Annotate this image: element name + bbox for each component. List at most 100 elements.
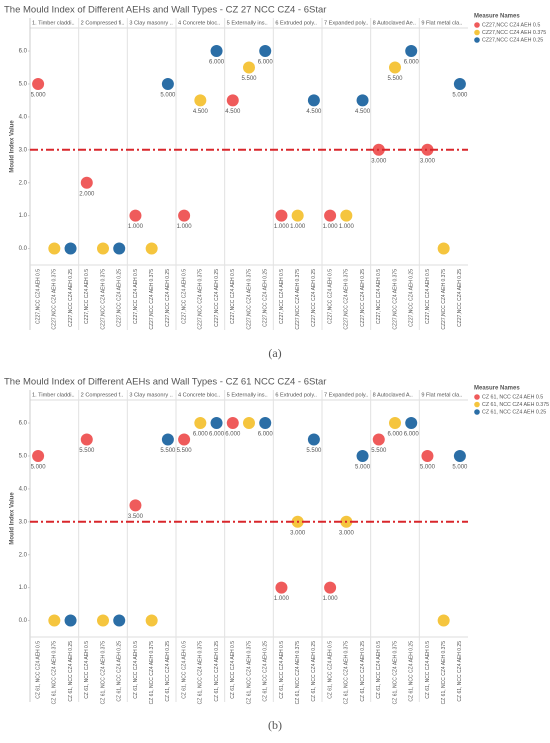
value-label: 4.500 (306, 109, 322, 115)
y-tick-label: 0.0 (19, 618, 28, 624)
value-label: 1.000 (323, 224, 339, 230)
x-tick-label: CZ 61, NCC CZ4 AEH 0.25 (165, 641, 171, 702)
x-tick-label: CZ 61, NCC CZ4 AEH 0.375 (52, 641, 58, 705)
dot (129, 499, 142, 512)
x-tick-label: CZ27,NCC CZ4 AEH 0.25 (457, 269, 463, 327)
y-tick-label: 6.0 (19, 49, 28, 55)
value-label: 6.000 (387, 432, 403, 438)
dot (226, 417, 239, 430)
x-tick-label: CZ27,NCC CZ4 AEH 0.25 (214, 269, 220, 327)
panel-header: 3 Clay masonry .. (129, 20, 173, 26)
dot (113, 242, 126, 255)
dot (226, 94, 239, 107)
y-tick-label: 1.0 (19, 213, 28, 219)
x-tick-label: CZ 61, NCC CZ4 AEH 0.25 (214, 641, 220, 702)
x-tick-label: CZ27,NCC CZ4 AEH 0.25 (117, 269, 123, 327)
x-tick-label: CZ27,NCC CZ4 AEH 0.5 (425, 269, 431, 324)
dot (259, 45, 272, 58)
x-tick-label: CZ 61, NCC CZ4 AEH 0.375 (198, 641, 204, 705)
dot (356, 94, 369, 107)
x-tick-label: CZ 61, NCC CZ4 AEH 0.25 (360, 641, 366, 702)
legend-swatch (474, 409, 480, 415)
dot (389, 417, 401, 430)
dot (453, 77, 466, 90)
x-tick-label: CZ 61, NCC CZ4 AEH 0.25 (117, 641, 123, 702)
x-tick-label: CZ 61, NCC CZ4 AEH 0.5 (133, 641, 139, 699)
dot (243, 417, 255, 430)
x-tick-label: CZ 61, NCC CZ4 AEH 0.375 (392, 641, 398, 705)
legend-swatch (474, 394, 480, 400)
legend-swatch (474, 22, 480, 28)
value-label: 5.000 (452, 465, 468, 471)
x-tick-label: CZ27,NCC CZ4 AEH 0.25 (263, 269, 269, 327)
value-label: 5.000 (452, 93, 468, 99)
x-tick-label: CZ 61, NCC CZ4 AEH 0.375 (295, 641, 301, 705)
dot (145, 614, 158, 627)
x-tick-label: CZ27,NCC CZ4 AEH 0.25 (360, 269, 366, 327)
dot (80, 433, 93, 446)
dot (210, 45, 223, 58)
panel-header: 2 Compressed fi.. (81, 20, 125, 26)
dot (129, 209, 142, 222)
x-tick-label: CZ 61, NCC CZ4 AEH 0.25 (311, 641, 317, 702)
legend-label: CZ 61, NCC CZ4 AEH 0.5 (482, 394, 543, 400)
y-tick-label: 5.0 (19, 454, 28, 460)
value-label: 6.000 (209, 432, 225, 438)
x-tick-label: CZ 61, NCC CZ4 AEH 0.25 (457, 641, 463, 702)
dot (178, 209, 191, 222)
x-tick-label: CZ27,NCC CZ4 AEH 0.25 (68, 269, 74, 327)
y-axis-label: Mould Index Value (10, 492, 16, 545)
dot (307, 94, 320, 107)
y-tick-label: 2.0 (19, 552, 28, 558)
dot (113, 614, 126, 627)
x-tick-label: CZ 61, NCC CZ4 AEH 0.375 (441, 641, 447, 705)
x-tick-label: CZ27,NCC CZ4 AEH 0.5 (133, 269, 139, 324)
legend-label: CZ 61, NCC CZ4 AEH 0.25 (482, 409, 546, 415)
dot (324, 209, 337, 222)
value-label: 4.500 (225, 109, 241, 115)
dot (97, 614, 109, 627)
dot (194, 94, 207, 107)
x-tick-label: CZ27,NCC CZ4 AEH 0.375 (100, 269, 106, 330)
x-tick-label: CZ27,NCC CZ4 AEH 0.5 (35, 269, 41, 324)
x-tick-label: CZ 61, NCC CZ4 AEH 0.375 (149, 641, 155, 705)
value-label: 3.000 (290, 530, 306, 536)
x-tick-label: CZ27,NCC CZ4 AEH 0.5 (84, 269, 90, 324)
legend-swatch (474, 37, 480, 43)
panel-header: 7 Expanded poly.. (324, 20, 369, 26)
value-label: 5.500 (387, 76, 403, 82)
dot (437, 614, 450, 627)
value-label: 5.500 (371, 448, 387, 454)
legend-title: Measure Names (474, 14, 520, 20)
panel-header: 8 Autoclaved Ae.. (373, 20, 417, 26)
legend-label: CZ27,NCC CZ4 AEH 0.375 (482, 30, 546, 36)
value-label: 2.000 (79, 191, 95, 197)
panel-header: 3 Clay masonry .. (129, 392, 173, 398)
value-label: 3.000 (371, 158, 387, 164)
panel-header: 9 Flat metal cla.. (421, 20, 462, 26)
y-tick-label: 1.0 (19, 585, 28, 591)
value-label: 1.000 (177, 224, 193, 230)
x-tick-label: CZ27,NCC CZ4 AEH 0.375 (246, 269, 252, 330)
x-tick-label: CZ 61, NCC CZ4 AEH 0.5 (327, 641, 333, 699)
value-label: 5.500 (241, 76, 257, 82)
x-tick-label: CZ27,NCC CZ4 AEH 0.375 (441, 269, 447, 330)
dot (324, 581, 337, 594)
dot (80, 176, 93, 189)
value-label: 6.000 (193, 432, 209, 438)
panel-header: 7 Expanded poly.. (324, 392, 369, 398)
dot (64, 614, 77, 627)
y-tick-label: 2.0 (19, 180, 28, 186)
value-label: 6.000 (404, 432, 420, 438)
dot (97, 242, 109, 255)
panel-header: 5 Externally ins.. (227, 392, 268, 398)
dot (421, 143, 434, 156)
panel-header: 6 Extruded poly.. (275, 20, 317, 26)
dot (307, 433, 320, 446)
x-tick-label: CZ 61, NCC CZ4 AEH 0.25 (68, 641, 74, 702)
dot (421, 449, 434, 462)
value-label: 1.000 (323, 596, 339, 602)
dot (48, 614, 61, 627)
x-tick-label: CZ27,NCC CZ4 AEH 0.375 (295, 269, 301, 330)
